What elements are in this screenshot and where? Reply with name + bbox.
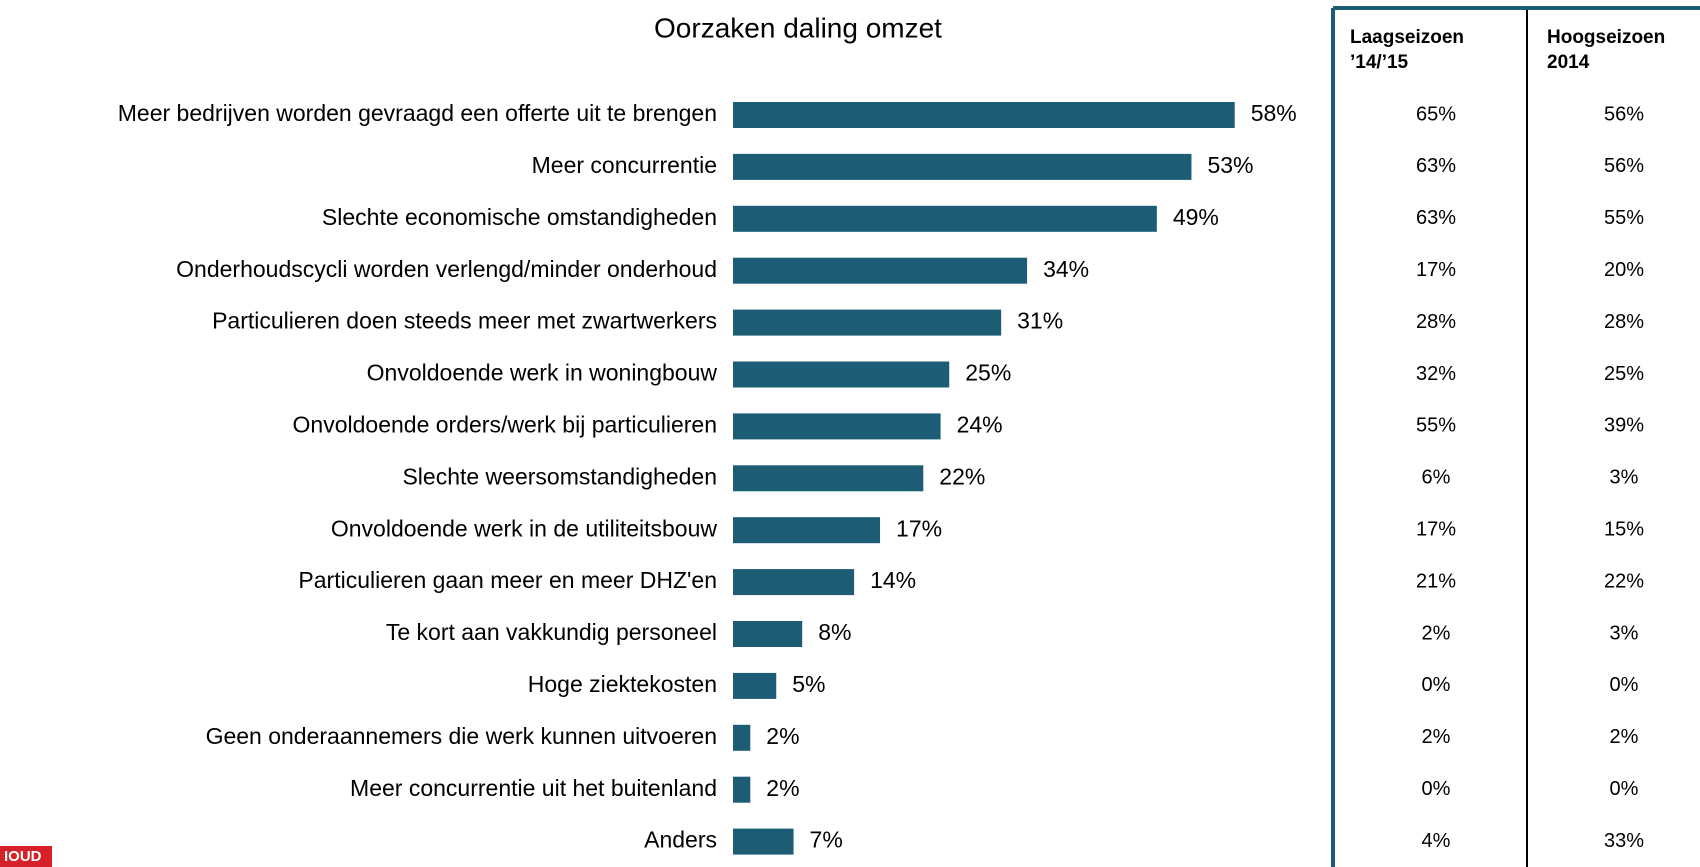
table-header: Laagseizoen xyxy=(1350,27,1464,48)
table-cell: 20% xyxy=(1604,259,1644,281)
table-cell: 55% xyxy=(1416,415,1456,437)
table-cell: 33% xyxy=(1604,830,1644,852)
category-label: Onvoldoende werk in woningbouw xyxy=(367,360,718,386)
table-header: ’14/’15 xyxy=(1350,52,1409,73)
table-cell: 56% xyxy=(1604,103,1644,125)
table-cell: 0% xyxy=(1422,778,1451,800)
table-cell: 32% xyxy=(1416,363,1456,385)
bar xyxy=(733,724,751,751)
table-cell: 56% xyxy=(1604,155,1644,177)
data-label: 17% xyxy=(896,515,942,541)
logo-box xyxy=(0,846,52,867)
bar xyxy=(733,776,751,803)
category-label: Meer concurrentie xyxy=(532,152,717,178)
data-label: 14% xyxy=(870,567,916,593)
bar xyxy=(733,569,855,596)
data-label: 5% xyxy=(792,671,825,697)
chart-title: Oorzaken daling omzet xyxy=(654,12,942,43)
data-label: 49% xyxy=(1173,204,1219,230)
category-label: Meer concurrentie uit het buitenland xyxy=(350,775,717,801)
category-label: Anders xyxy=(644,827,717,853)
bar xyxy=(733,309,1002,336)
table-cell: 63% xyxy=(1416,207,1456,229)
table-cell: 0% xyxy=(1610,778,1639,800)
table-cell: 39% xyxy=(1604,415,1644,437)
bar xyxy=(733,361,950,388)
table-cell: 65% xyxy=(1416,103,1456,125)
table-cell: 2% xyxy=(1610,726,1639,748)
table-cell: 17% xyxy=(1416,259,1456,281)
bar xyxy=(733,413,941,440)
table-cell: 2% xyxy=(1422,622,1451,644)
bar xyxy=(733,621,803,647)
data-label: 25% xyxy=(965,360,1011,386)
data-label: 7% xyxy=(810,827,843,853)
category-label: Particulieren gaan meer en meer DHZ'en xyxy=(298,567,717,593)
table-header: Hoogseizoen xyxy=(1547,27,1665,48)
table-cell: 25% xyxy=(1604,363,1644,385)
table-cell: 17% xyxy=(1416,518,1456,540)
category-label: Onvoldoende orders/werk bij particuliere… xyxy=(293,411,717,437)
table-cell: 3% xyxy=(1610,622,1639,644)
data-label: 31% xyxy=(1017,308,1063,334)
logo: IOUD xyxy=(4,848,42,865)
bar xyxy=(733,257,1028,284)
data-label: 8% xyxy=(818,619,851,645)
table-cell: 4% xyxy=(1422,830,1451,852)
table-cell: 15% xyxy=(1604,518,1644,540)
category-label: Slechte economische omstandigheden xyxy=(322,204,717,230)
bar xyxy=(733,517,881,544)
category-label: Onderhoudscycli worden verlengd/minder o… xyxy=(176,256,717,282)
data-label: 2% xyxy=(766,775,799,801)
data-label: 34% xyxy=(1043,256,1089,282)
bar xyxy=(733,102,1235,128)
data-label: 53% xyxy=(1207,152,1253,178)
category-label: Geen onderaannemers die werk kunnen uitv… xyxy=(206,723,717,749)
table-cell: 63% xyxy=(1416,155,1456,177)
bar xyxy=(733,205,1157,232)
table-cell: 3% xyxy=(1610,467,1639,489)
table-cell: 0% xyxy=(1422,674,1451,696)
bar xyxy=(733,828,794,855)
table-cell: 28% xyxy=(1604,311,1644,333)
category-label: Meer bedrijven worden gevraagd een offer… xyxy=(118,100,717,126)
category-label: Onvoldoende werk in de utiliteitsbouw xyxy=(331,515,718,541)
data-label: 22% xyxy=(939,463,985,489)
data-label: 2% xyxy=(766,723,799,749)
table-cell: 6% xyxy=(1422,467,1451,489)
bar xyxy=(733,153,1192,180)
category-label: Te kort aan vakkundig personeel xyxy=(386,619,717,645)
table-cell: 0% xyxy=(1610,674,1639,696)
category-label: Slechte weersomstandigheden xyxy=(402,463,717,489)
category-label: Particulieren doen steeds meer met zwart… xyxy=(212,308,717,334)
table-cell: 21% xyxy=(1416,570,1456,592)
table-cell: 55% xyxy=(1604,207,1644,229)
data-label: 58% xyxy=(1251,100,1297,126)
category-label: Hoge ziektekosten xyxy=(528,671,717,697)
bar xyxy=(733,465,924,492)
table-header: 2014 xyxy=(1547,52,1590,73)
table-cell: 28% xyxy=(1416,311,1456,333)
data-label: 24% xyxy=(957,411,1003,437)
table-cell: 2% xyxy=(1422,726,1451,748)
table-cell: 22% xyxy=(1604,570,1644,592)
bar xyxy=(733,672,777,699)
